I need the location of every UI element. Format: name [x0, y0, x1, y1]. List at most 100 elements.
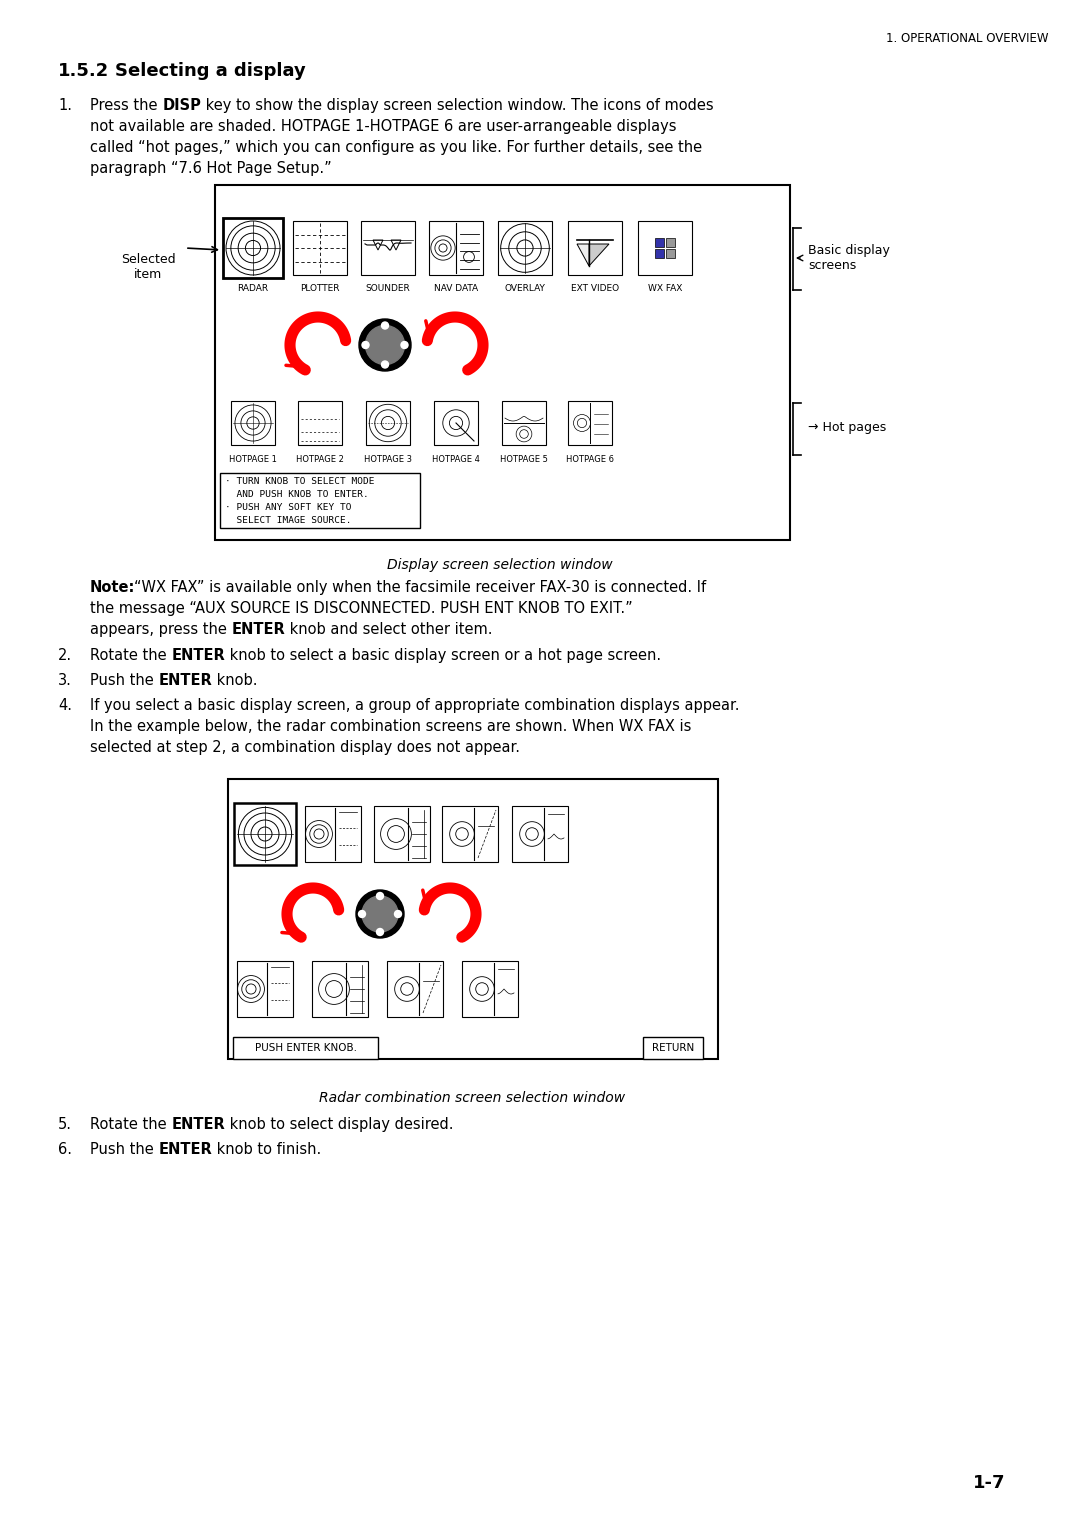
Text: 1-7: 1-7: [972, 1475, 1005, 1491]
Text: HOTPAGE 1: HOTPAGE 1: [229, 455, 276, 465]
Text: Rotate the: Rotate the: [90, 648, 172, 663]
Text: Push the: Push the: [90, 672, 159, 688]
Bar: [638, 222, 692, 275]
Text: PLOTTER: PLOTTER: [300, 284, 340, 293]
Text: Rotate the: Rotate the: [90, 1117, 172, 1132]
Bar: [228, 779, 718, 1059]
Text: ENTER: ENTER: [172, 648, 225, 663]
Text: ENTER: ENTER: [159, 672, 212, 688]
Text: not available are shaded. HOTPAGE 1-HOTPAGE 6 are user-arrangeable displays: not available are shaded. HOTPAGE 1-HOTP…: [90, 119, 676, 134]
Text: If you select a basic display screen, a group of appropriate combination display: If you select a basic display screen, a …: [90, 698, 740, 714]
Text: SOUNDER: SOUNDER: [366, 284, 410, 293]
Text: 1.: 1.: [58, 98, 72, 113]
Bar: [666, 238, 675, 248]
Bar: [237, 805, 293, 862]
Text: HOTPAGE 2: HOTPAGE 2: [296, 455, 343, 465]
Text: ENTER: ENTER: [231, 622, 285, 637]
Text: · PUSH ANY SOFT KEY TO: · PUSH ANY SOFT KEY TO: [225, 503, 351, 512]
Text: ENTER: ENTER: [172, 1117, 225, 1132]
Text: SELECT IMAGE SOURCE.: SELECT IMAGE SOURCE.: [225, 516, 351, 526]
Bar: [498, 222, 552, 275]
Text: Press the: Press the: [90, 98, 162, 113]
Circle shape: [381, 361, 389, 368]
Text: 1.5.2: 1.5.2: [58, 63, 109, 79]
Circle shape: [362, 895, 399, 932]
Bar: [234, 804, 296, 865]
Circle shape: [362, 341, 369, 348]
Text: 3.: 3.: [58, 672, 72, 688]
Text: WX FAX: WX FAX: [648, 284, 683, 293]
Text: OVERLAY: OVERLAY: [504, 284, 545, 293]
Text: AND PUSH KNOB TO ENTER.: AND PUSH KNOB TO ENTER.: [225, 490, 368, 500]
Text: · TURN KNOB TO SELECT MODE: · TURN KNOB TO SELECT MODE: [225, 477, 375, 486]
Text: NAV DATA: NAV DATA: [434, 284, 478, 293]
Text: Push the: Push the: [90, 1141, 159, 1157]
Bar: [387, 961, 443, 1018]
Bar: [366, 400, 410, 445]
Text: Selecting a display: Selecting a display: [114, 63, 306, 79]
Bar: [374, 805, 430, 862]
Polygon shape: [589, 244, 609, 266]
Text: 6.: 6.: [58, 1141, 72, 1157]
Text: knob to select display desired.: knob to select display desired.: [225, 1117, 454, 1132]
Bar: [222, 219, 283, 278]
Text: “WX FAX” is available only when the facsimile receiver FAX-30 is connected. If: “WX FAX” is available only when the facs…: [134, 581, 706, 594]
Circle shape: [356, 889, 404, 938]
Bar: [429, 222, 483, 275]
Text: ENTER: ENTER: [159, 672, 212, 688]
Text: RADAR: RADAR: [238, 284, 269, 293]
Bar: [568, 222, 622, 275]
Bar: [231, 400, 275, 445]
Bar: [298, 400, 342, 445]
Text: Note:: Note:: [90, 581, 135, 594]
Bar: [568, 400, 612, 445]
Text: RETURN: RETURN: [652, 1044, 694, 1053]
Bar: [220, 474, 420, 529]
Circle shape: [365, 325, 405, 365]
Bar: [215, 185, 789, 539]
Circle shape: [394, 911, 402, 917]
Text: 2.: 2.: [58, 648, 72, 663]
Text: 4.: 4.: [58, 698, 72, 714]
Text: appears, press the: appears, press the: [90, 622, 231, 637]
Bar: [293, 222, 347, 275]
Bar: [502, 400, 546, 445]
Bar: [305, 805, 361, 862]
Circle shape: [401, 341, 408, 348]
Bar: [654, 238, 664, 248]
Bar: [434, 400, 478, 445]
Text: ENTER: ENTER: [172, 1117, 225, 1132]
Bar: [361, 222, 415, 275]
Bar: [442, 805, 498, 862]
Text: knob to finish.: knob to finish.: [212, 1141, 322, 1157]
Bar: [237, 961, 293, 1018]
Text: 1. OPERATIONAL OVERVIEW: 1. OPERATIONAL OVERVIEW: [886, 32, 1048, 44]
Text: HOTPAGE 3: HOTPAGE 3: [364, 455, 411, 465]
Text: DISP: DISP: [162, 98, 201, 113]
Text: Display screen selection window: Display screen selection window: [388, 558, 612, 571]
Circle shape: [377, 929, 383, 935]
Text: PUSH ENTER KNOB.: PUSH ENTER KNOB.: [255, 1044, 357, 1053]
Text: Rotate the: Rotate the: [90, 648, 172, 663]
Circle shape: [359, 911, 365, 917]
Bar: [643, 1038, 703, 1059]
Text: HOTPAGE 4: HOTPAGE 4: [432, 455, 480, 465]
Text: ENTER: ENTER: [159, 1141, 212, 1157]
Text: Push the: Push the: [90, 672, 159, 688]
Bar: [654, 249, 664, 258]
Circle shape: [359, 319, 411, 371]
Bar: [233, 1038, 378, 1059]
Bar: [666, 249, 675, 258]
Text: Radar combination screen selection window: Radar combination screen selection windo…: [319, 1091, 625, 1105]
Circle shape: [377, 892, 383, 900]
Text: ENTER: ENTER: [231, 622, 285, 637]
Text: Rotate the: Rotate the: [90, 1117, 172, 1132]
Text: Basic display
screens: Basic display screens: [808, 244, 890, 272]
Text: → Hot pages: → Hot pages: [808, 422, 887, 434]
Bar: [512, 805, 568, 862]
Text: ENTER: ENTER: [172, 648, 225, 663]
Text: 5.: 5.: [58, 1117, 72, 1132]
Polygon shape: [577, 244, 589, 266]
Text: ENTER: ENTER: [159, 1141, 212, 1157]
Text: called “hot pages,” which you can configure as you like. For further details, se: called “hot pages,” which you can config…: [90, 141, 702, 154]
